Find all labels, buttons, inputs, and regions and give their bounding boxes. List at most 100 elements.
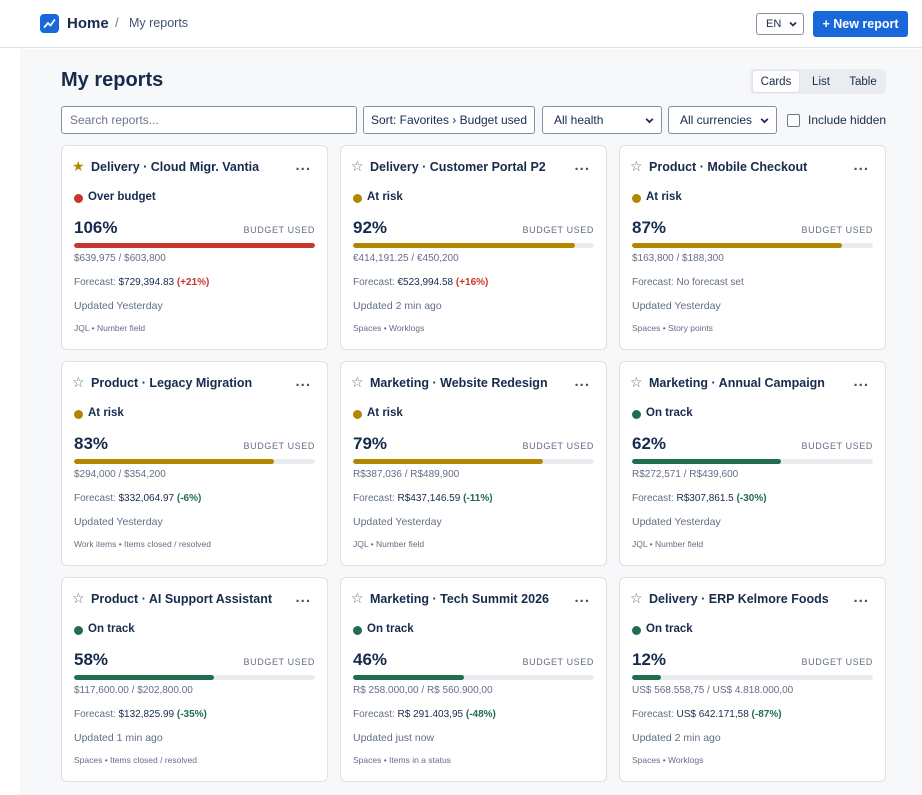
updated-time: Updated 1 min ago <box>74 732 163 744</box>
report-name[interactable]: Marketing · Website Redesign <box>370 376 548 390</box>
updated-time: Updated Yesterday <box>632 516 721 528</box>
more-actions-button[interactable]: ... <box>574 373 590 390</box>
forecast-line: Forecast: €523,994.58 (+16%) <box>353 277 488 288</box>
forecast-line: Forecast: R$ 291.403,95 (-48%) <box>353 709 496 720</box>
search-input[interactable] <box>61 106 357 134</box>
forecast-value: R$307,861.5 <box>676 493 734 504</box>
budget-progress-bar <box>632 243 873 248</box>
budget-progress-fill <box>74 459 275 464</box>
status-dot <box>632 194 641 203</box>
report-card[interactable]: ☆ Product · Mobile Checkout... At risk 87% B… <box>619 145 886 350</box>
budget-used-label: BUDGET USED <box>801 441 873 451</box>
more-actions-button[interactable]: ... <box>853 373 869 390</box>
updated-time: Updated 2 min ago <box>353 300 442 312</box>
favorite-star-icon[interactable]: ☆ <box>630 590 643 606</box>
tab-cards[interactable]: Cards <box>753 71 799 92</box>
forecast-delta: (-35%) <box>176 709 207 720</box>
forecast-value: US$ 642.171,58 <box>676 709 749 720</box>
favorite-star-icon[interactable]: ☆ <box>72 590 85 606</box>
budget-percent: 92% <box>353 218 388 237</box>
new-report-button[interactable]: + New report <box>813 11 908 37</box>
more-actions-button[interactable]: ... <box>853 157 869 174</box>
data-source: JQL • Number field <box>353 539 425 549</box>
breadcrumb-home[interactable]: Home <box>67 15 109 32</box>
status-badge: On track <box>367 623 414 635</box>
report-card[interactable]: ★ Delivery · Cloud Migr. Vantia... Over bu… <box>61 145 328 350</box>
forecast-delta: (+21%) <box>176 277 210 288</box>
tab-list[interactable]: List <box>812 75 830 88</box>
status-dot <box>74 626 83 635</box>
report-name[interactable]: Marketing · Tech Summit 2026 <box>370 592 549 606</box>
report-name[interactable]: Delivery · Customer Portal P2 <box>370 160 546 174</box>
chevron-down-icon <box>645 118 654 124</box>
report-name[interactable]: Delivery · Cloud Migr. Vantia <box>91 160 260 174</box>
forecast-label: Forecast: <box>632 493 674 504</box>
budget-progress-fill <box>353 675 464 680</box>
budget-progress-bar <box>632 459 873 464</box>
include-hidden-label[interactable]: Include hidden <box>808 113 887 127</box>
budget-progress-fill <box>353 243 575 248</box>
budget-progress-fill <box>74 243 315 248</box>
forecast-line: Forecast: $132,825.99 (-35%) <box>74 709 207 720</box>
forecast-label: Forecast: <box>74 493 116 504</box>
forecast-delta: (-11%) <box>463 493 493 504</box>
report-card[interactable]: ☆ Delivery · ERP Kelmore Foods... On track… <box>619 577 886 782</box>
forecast-value: R$437,146.59 <box>397 493 461 504</box>
status-badge: At risk <box>367 191 403 203</box>
data-source: Spaces • Worklogs <box>353 323 425 333</box>
favorite-star-icon[interactable]: ☆ <box>630 374 643 390</box>
more-actions-button[interactable]: ... <box>295 589 311 606</box>
budget-amounts: R$ 258.000,00 / R$ 560.900,00 <box>353 685 493 696</box>
budget-progress-fill <box>632 459 782 464</box>
language-select[interactable]: EN <box>756 13 804 35</box>
forecast-value: $332,064.97 <box>118 493 175 504</box>
status-dot <box>74 194 83 203</box>
report-card[interactable]: ☆ Marketing · Website Redesign... At risk 7… <box>340 361 607 566</box>
status-dot <box>632 626 641 635</box>
app-logo-icon[interactable] <box>40 14 59 33</box>
budget-percent: 58% <box>74 650 109 669</box>
currency-select[interactable]: All currencies <box>668 106 777 134</box>
more-actions-button[interactable]: ... <box>295 373 311 390</box>
budget-progress-bar <box>353 243 594 248</box>
more-actions-button[interactable]: ... <box>853 589 869 606</box>
status-dot <box>353 410 362 419</box>
forecast-label: Forecast: <box>74 277 116 288</box>
sort-button[interactable]: Sort: Favorites › Budget used <box>363 106 535 134</box>
status-dot <box>632 410 641 419</box>
forecast-delta: (-6%) <box>176 493 202 504</box>
more-actions-button[interactable]: ... <box>574 589 590 606</box>
include-hidden-checkbox[interactable] <box>787 114 800 127</box>
report-name[interactable]: Product · Legacy Migration <box>91 376 253 390</box>
favorite-star-icon[interactable]: ☆ <box>351 158 364 174</box>
report-name[interactable]: Delivery · ERP Kelmore Foods <box>649 592 829 606</box>
budget-percent: 83% <box>74 434 109 453</box>
report-name[interactable]: Product · Mobile Checkout <box>649 160 808 174</box>
favorite-star-icon[interactable]: ☆ <box>351 374 364 390</box>
budget-progress-bar <box>353 675 594 680</box>
forecast-label: Forecast: <box>632 277 674 288</box>
forecast-value: R$ 291.403,95 <box>397 709 464 720</box>
report-card[interactable]: ☆ Delivery · Customer Portal P2... At risk… <box>340 145 607 350</box>
data-source: Spaces • Worklogs <box>632 755 704 765</box>
favorite-star-icon[interactable]: ☆ <box>72 374 85 390</box>
status-badge: On track <box>646 623 693 635</box>
favorite-star-icon[interactable]: ☆ <box>630 158 643 174</box>
report-name[interactable]: Marketing · Annual Campaign <box>649 376 825 390</box>
more-actions-button[interactable]: ... <box>295 157 311 174</box>
more-actions-button[interactable]: ... <box>574 157 590 174</box>
forecast-delta: (-87%) <box>751 709 782 720</box>
report-card[interactable]: ☆ Marketing · Tech Summit 2026... On track… <box>340 577 607 782</box>
report-card[interactable]: ☆ Marketing · Annual Campaign... On track 6… <box>619 361 886 566</box>
report-name[interactable]: Product · AI Support Assistant <box>91 592 273 606</box>
status-badge: Over budget <box>88 191 156 203</box>
health-select[interactable]: All health <box>542 106 662 134</box>
tab-table[interactable]: Table <box>849 75 877 88</box>
budget-amounts: $639,975 / $603,800 <box>74 253 166 264</box>
report-card[interactable]: ☆ Product · Legacy Migration... At risk 83%… <box>61 361 328 566</box>
favorite-star-icon[interactable]: ★ <box>72 158 85 174</box>
status-dot <box>74 410 83 419</box>
budget-percent: 62% <box>632 434 667 453</box>
report-card[interactable]: ☆ Product · AI Support Assistant... On tra… <box>61 577 328 782</box>
favorite-star-icon[interactable]: ☆ <box>351 590 364 606</box>
